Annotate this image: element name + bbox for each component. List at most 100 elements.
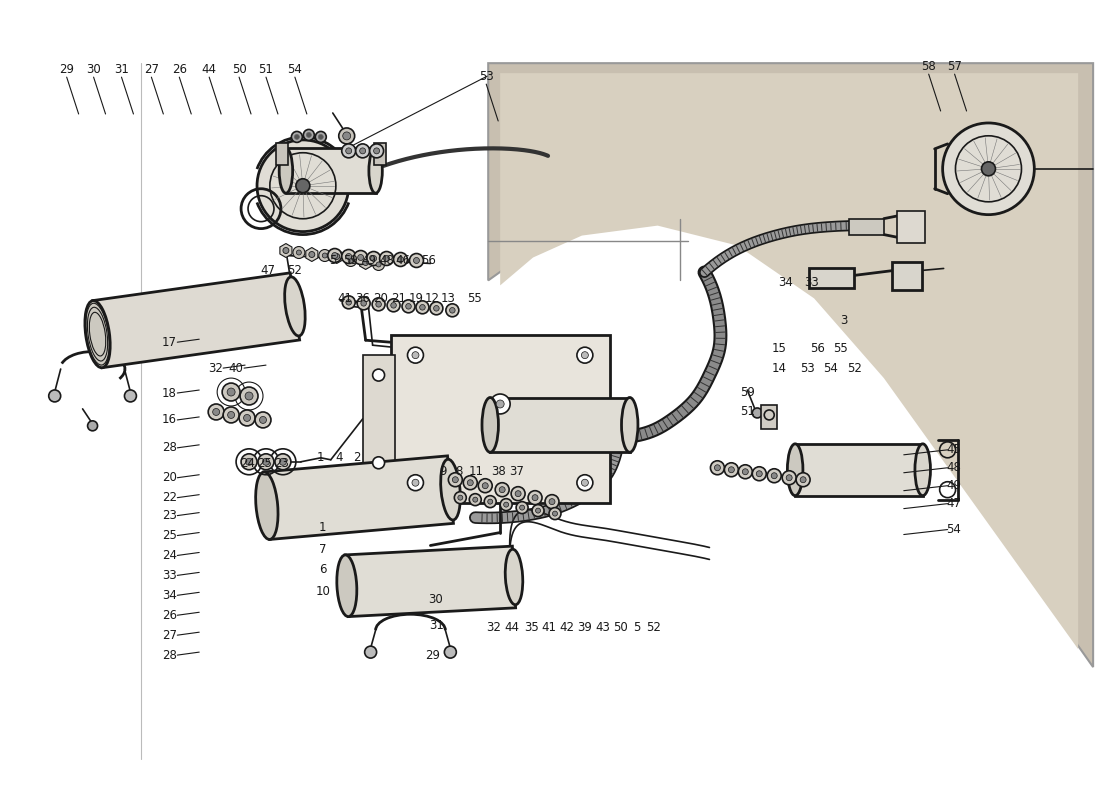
Circle shape <box>496 400 504 408</box>
Circle shape <box>263 458 270 466</box>
Circle shape <box>544 494 559 509</box>
Circle shape <box>363 259 368 266</box>
Circle shape <box>742 469 748 474</box>
Circle shape <box>292 131 302 142</box>
Circle shape <box>355 144 370 158</box>
Text: 54: 54 <box>824 362 838 374</box>
Text: 59: 59 <box>343 254 359 267</box>
Circle shape <box>446 304 459 317</box>
Circle shape <box>306 133 311 138</box>
Text: 23: 23 <box>275 458 289 470</box>
Circle shape <box>420 305 426 310</box>
Circle shape <box>343 132 351 140</box>
Text: 53: 53 <box>800 362 814 374</box>
Circle shape <box>412 479 419 486</box>
Text: 52: 52 <box>287 264 303 277</box>
Text: 55: 55 <box>466 292 482 305</box>
Text: 53: 53 <box>478 70 494 82</box>
Circle shape <box>364 646 376 658</box>
Text: 24: 24 <box>162 549 177 562</box>
Circle shape <box>416 301 429 314</box>
Text: 51: 51 <box>740 406 755 418</box>
Circle shape <box>484 496 496 508</box>
Circle shape <box>414 258 419 263</box>
Text: 5: 5 <box>329 254 337 267</box>
Text: 46: 46 <box>395 254 410 267</box>
Circle shape <box>319 250 331 262</box>
Circle shape <box>473 497 477 502</box>
Circle shape <box>752 466 767 481</box>
Circle shape <box>124 390 136 402</box>
Circle shape <box>245 392 253 400</box>
Circle shape <box>582 479 588 486</box>
Circle shape <box>782 470 796 485</box>
Circle shape <box>516 502 528 514</box>
Text: 34: 34 <box>162 589 177 602</box>
Polygon shape <box>491 398 629 452</box>
Bar <box>849 218 883 234</box>
Circle shape <box>800 477 806 482</box>
Circle shape <box>532 505 544 517</box>
Bar <box>896 210 925 242</box>
Ellipse shape <box>337 555 356 617</box>
Text: 32: 32 <box>486 621 500 634</box>
Circle shape <box>374 148 379 154</box>
Circle shape <box>796 473 810 486</box>
Circle shape <box>757 470 762 477</box>
Text: 23: 23 <box>162 509 177 522</box>
Circle shape <box>354 250 367 265</box>
Circle shape <box>349 258 353 263</box>
Circle shape <box>407 347 424 363</box>
Text: 20: 20 <box>373 292 388 305</box>
Circle shape <box>345 148 352 154</box>
Text: 22: 22 <box>162 491 177 504</box>
Circle shape <box>373 369 385 381</box>
Text: 28: 28 <box>162 649 177 662</box>
Ellipse shape <box>505 550 522 605</box>
Circle shape <box>711 461 725 474</box>
Circle shape <box>532 494 538 501</box>
Text: 5: 5 <box>632 621 640 634</box>
Circle shape <box>371 255 376 262</box>
Circle shape <box>515 490 521 497</box>
Circle shape <box>88 421 98 431</box>
Text: 49: 49 <box>361 254 376 267</box>
Circle shape <box>342 144 355 158</box>
Text: 31: 31 <box>114 62 129 76</box>
Text: 18: 18 <box>162 386 177 399</box>
Text: 4: 4 <box>336 451 342 464</box>
Circle shape <box>452 477 459 482</box>
Text: 3: 3 <box>840 314 848 326</box>
Circle shape <box>738 465 752 478</box>
Text: 54: 54 <box>946 523 961 536</box>
Text: 24: 24 <box>241 458 255 470</box>
Circle shape <box>771 473 778 478</box>
Ellipse shape <box>915 444 931 496</box>
Circle shape <box>576 347 593 363</box>
Text: 55: 55 <box>834 342 848 354</box>
Text: 57: 57 <box>947 60 962 73</box>
Circle shape <box>318 134 323 139</box>
Circle shape <box>786 474 792 481</box>
Text: 10: 10 <box>316 585 330 598</box>
Circle shape <box>500 498 513 510</box>
Circle shape <box>430 302 443 314</box>
Circle shape <box>358 297 370 310</box>
Circle shape <box>295 134 299 139</box>
Circle shape <box>358 254 364 261</box>
Text: 27: 27 <box>162 629 177 642</box>
Text: 50: 50 <box>232 62 246 76</box>
Circle shape <box>454 492 466 504</box>
Circle shape <box>361 301 366 306</box>
Ellipse shape <box>85 301 110 368</box>
Circle shape <box>387 299 400 312</box>
Circle shape <box>332 253 338 258</box>
Circle shape <box>406 303 411 309</box>
Text: 27: 27 <box>144 62 158 76</box>
Circle shape <box>212 409 220 415</box>
Text: 15: 15 <box>772 342 786 354</box>
Text: 51: 51 <box>258 62 274 76</box>
Text: 14: 14 <box>772 362 786 374</box>
Circle shape <box>499 486 505 493</box>
Circle shape <box>549 508 561 519</box>
